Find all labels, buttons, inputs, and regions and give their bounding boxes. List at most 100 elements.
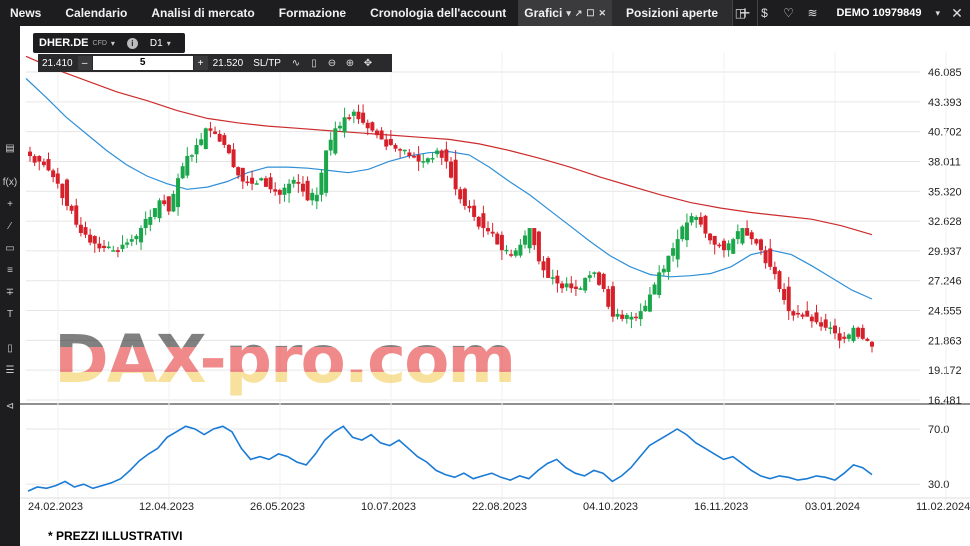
tab-grafici[interactable]: Grafici ▾ ↗ ☐ ✕ <box>518 0 613 26</box>
candle-body <box>347 117 352 120</box>
candle-body <box>28 151 32 157</box>
price-tick-label: 21.863 <box>928 335 962 347</box>
nav-news[interactable]: News <box>10 6 42 20</box>
candle-body <box>638 311 643 320</box>
bell-icon[interactable]: ♡ <box>783 6 794 20</box>
candle-body <box>411 156 416 158</box>
sltp-button[interactable]: SL/TP <box>253 57 281 69</box>
share-icon[interactable]: ⊲ <box>5 400 15 412</box>
candle-body <box>106 246 111 249</box>
window-close-icon[interactable]: ✕ <box>951 4 963 21</box>
status-icons: ◫ $ ♡ ≋ DEMO 10979849 ▾ <box>732 0 940 26</box>
text-tool-icon[interactable]: T <box>6 308 14 320</box>
candle-body <box>134 235 139 240</box>
candle-body <box>573 286 578 289</box>
pitchfork-icon[interactable]: ∓ <box>5 286 15 298</box>
candle-body <box>37 155 42 162</box>
candle-body <box>148 216 153 225</box>
candle-body <box>555 275 560 284</box>
candle-body <box>735 231 740 240</box>
candle-body <box>74 205 79 225</box>
time-tick-label: 22.08.2023 <box>472 501 527 513</box>
add-tab-icon[interactable]: + <box>732 0 759 26</box>
tab-posizioni-aperte[interactable]: Posizioni aperte <box>612 0 733 26</box>
sell-price[interactable]: 21.410 <box>42 57 73 69</box>
candle-body <box>587 275 592 278</box>
timeframe-label[interactable]: D1 <box>149 37 163 49</box>
nav-cronologia-account[interactable]: Cronologia dell'account <box>370 6 507 20</box>
chart-type-icon[interactable]: ▤ <box>5 142 15 154</box>
close-icon[interactable]: ✕ <box>598 8 607 18</box>
candle-body <box>51 170 56 178</box>
candle-body <box>772 266 777 275</box>
price-tick-label: 38.011 <box>928 156 961 168</box>
candles-icon[interactable]: ▯ <box>7 342 13 354</box>
buy-price[interactable]: 21.520 <box>212 57 244 69</box>
price-tick-label: 43.393 <box>928 97 962 109</box>
candle-body <box>342 117 347 133</box>
quick-trade-bar: 21.410 – 5 + 21.520 SL/TP ∿ ▯ ⊖ ⊕ ✥ <box>38 54 392 72</box>
info-icon[interactable]: i <box>126 37 138 49</box>
crosshair-icon[interactable]: + <box>7 198 13 210</box>
candle-body <box>185 156 190 176</box>
layers-icon[interactable]: ☰ <box>5 364 15 376</box>
quantity-input[interactable]: 5 <box>92 56 193 70</box>
popout-icon[interactable]: ↗ <box>574 8 583 18</box>
zoom-out-icon[interactable]: ⊖ <box>327 57 337 69</box>
candle-body <box>180 166 185 179</box>
candle-body <box>296 181 301 184</box>
account-chevron-icon[interactable]: ▾ <box>935 7 940 18</box>
candle-body <box>495 233 500 245</box>
line-chart-icon[interactable]: ∿ <box>291 57 301 69</box>
candle-body <box>712 235 717 245</box>
candle-body <box>708 233 713 241</box>
candle-body <box>314 194 319 202</box>
wifi-icon: ≋ <box>807 6 818 20</box>
maximize-icon[interactable]: ☐ <box>586 8 595 18</box>
candle-body <box>365 122 370 129</box>
timeframe-chevron-icon[interactable]: ▾ <box>166 38 171 48</box>
candle-body <box>782 288 787 301</box>
move-icon[interactable]: ✥ <box>363 57 373 69</box>
candle-body <box>768 248 773 267</box>
nav-calendario[interactable]: Calendario <box>65 6 128 20</box>
nav-analisi-di-mercato[interactable]: Analisi di mercato <box>151 6 255 20</box>
candle-body <box>583 277 588 291</box>
price-chart[interactable]: 46.085 43.393 40.702 38.011 35.320 32.628 29.9… <box>20 26 970 526</box>
candle-body <box>652 284 657 295</box>
layout-panel-icon[interactable]: ◫ <box>734 6 747 20</box>
trendline-icon[interactable]: ∕ <box>9 220 11 232</box>
candle-body <box>421 161 426 163</box>
candle-body <box>115 250 120 252</box>
candle-body <box>203 128 208 150</box>
candle-body <box>449 161 453 178</box>
chart-canvas[interactable]: 46.085 43.393 40.702 38.011 35.320 32.628 29.9… <box>20 26 970 526</box>
indicator-function-icon[interactable]: f(x) <box>2 176 18 188</box>
candle-body <box>786 286 791 312</box>
candle-type-icon[interactable]: ▯ <box>311 57 317 69</box>
chevron-down-icon[interactable]: ▾ <box>566 8 571 18</box>
account-label[interactable]: DEMO 10979849 <box>836 7 922 19</box>
candle-body <box>120 244 125 249</box>
rectangle-icon[interactable]: ▭ <box>5 242 15 254</box>
candle-body <box>689 216 694 223</box>
time-tick-label: 10.07.2023 <box>361 501 416 513</box>
price-tick-label: 24.555 <box>928 306 962 318</box>
candle-body <box>851 327 856 342</box>
chevron-down-icon[interactable]: ▾ <box>110 38 115 48</box>
top-navigation-bar: News Calendario Analisi di mercato Forma… <box>0 0 970 26</box>
candle-body <box>291 179 296 184</box>
candle-body <box>560 283 565 289</box>
candle-body <box>499 234 504 251</box>
candle-body <box>55 173 60 184</box>
zoom-in-icon[interactable]: ⊕ <box>345 57 355 69</box>
decrease-quantity-button[interactable]: – <box>77 56 92 70</box>
candle-body <box>462 188 467 206</box>
nav-formazione[interactable]: Formazione <box>278 6 347 20</box>
symbol-selector[interactable]: DHER.DE CFD ▾ i D1 ▾ <box>33 33 185 53</box>
increase-quantity-button[interactable]: + <box>193 56 208 70</box>
candle-body <box>597 272 602 285</box>
fibonacci-icon[interactable]: ≡ <box>7 264 13 276</box>
currency-exchange-icon[interactable]: $ <box>761 6 768 20</box>
candle-body <box>319 172 324 195</box>
